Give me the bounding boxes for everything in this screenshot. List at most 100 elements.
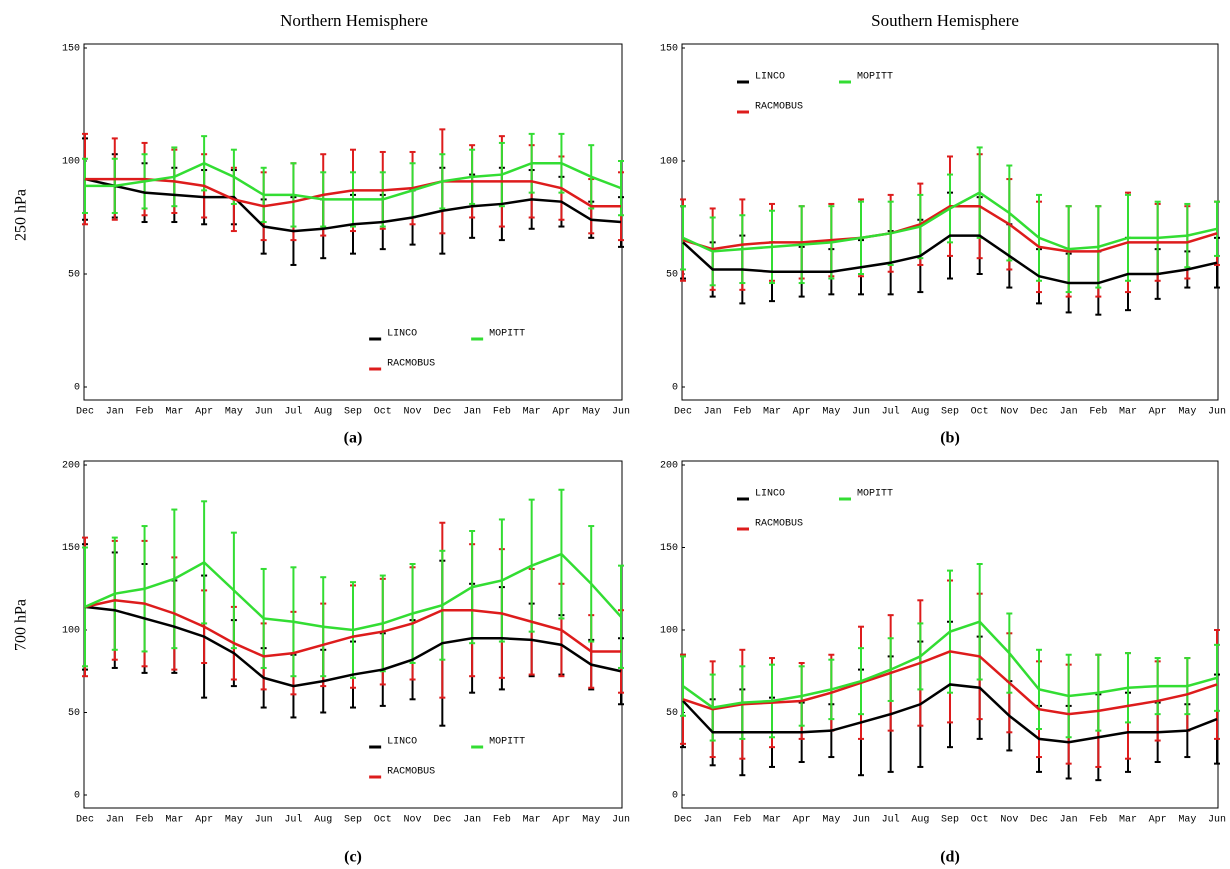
series-line [84, 605, 622, 688]
legend-label: MOPITT [857, 489, 893, 500]
x-tick-label: Dec [1030, 407, 1048, 418]
x-tick-label: Jan [463, 407, 481, 418]
x-tick-label: Feb [493, 406, 511, 418]
series-line [85, 161, 622, 201]
x-tick-label: Jun [852, 815, 870, 826]
x-tick-label: Mar [763, 815, 781, 826]
series-line [682, 620, 1218, 709]
legend-label: LINCO [755, 489, 785, 500]
x-tick-label: Jun [255, 815, 273, 826]
x-tick-label: Jun [255, 407, 273, 418]
x-tick-label: Feb [733, 814, 751, 826]
x-tick-label: Nov [404, 407, 422, 418]
y-tick-label: 50 [666, 708, 678, 719]
y-tick-label: 0 [672, 791, 678, 802]
x-tick-label: Aug [314, 815, 332, 826]
series-line [84, 552, 622, 632]
x-tick-label: May [822, 407, 840, 418]
x-tick-label: May [1178, 407, 1196, 418]
x-tick-label: Jun [612, 815, 630, 826]
legend-label: RACMOBUS [755, 519, 803, 530]
column-title: Southern Hemisphere [871, 11, 1019, 30]
x-tick-label: Apr [195, 407, 213, 418]
x-tick-label: Feb [1089, 406, 1107, 418]
y-tick-label: 150 [660, 543, 678, 554]
x-tick-label: Aug [314, 407, 332, 418]
x-tick-label: Jun [1208, 815, 1226, 826]
x-tick-label: Mar [1119, 407, 1137, 418]
x-tick-label: Sep [941, 815, 959, 826]
legend-label: LINCO [387, 329, 417, 340]
y-tick-label: 50 [68, 708, 80, 719]
series-line [84, 177, 622, 233]
panel-label: (c) [344, 849, 362, 866]
x-tick-label: Jan [704, 407, 722, 418]
x-tick-label: May [225, 407, 243, 418]
x-tick-label: Apr [1149, 815, 1167, 826]
legend-label: LINCO [387, 737, 417, 748]
x-tick-label: Jan [704, 815, 722, 826]
x-tick-label: Apr [195, 815, 213, 826]
series-line [682, 234, 1218, 285]
column-title: Northern Hemisphere [280, 11, 428, 30]
series-line [84, 599, 621, 658]
x-tick-label: Jan [106, 815, 124, 826]
x-tick-label: Dec [674, 407, 692, 418]
x-tick-label: Sep [941, 407, 959, 418]
y-tick-label: 50 [68, 270, 80, 281]
x-tick-label: Jun [1208, 407, 1226, 418]
x-tick-label: Aug [911, 407, 929, 418]
y-tick-label: 0 [74, 791, 80, 802]
legend-label: MOPITT [489, 737, 525, 748]
x-tick-label: Jul [284, 406, 302, 418]
x-tick-label: Dec [674, 815, 692, 826]
x-tick-label: May [582, 407, 600, 418]
y-tick-label: 150 [660, 44, 678, 55]
x-tick-label: May [1178, 815, 1196, 826]
y-tick-label: 0 [672, 383, 678, 394]
x-tick-label: Feb [493, 814, 511, 826]
x-tick-label: Feb [136, 814, 154, 826]
x-tick-label: Dec [76, 815, 94, 826]
legend-label: RACMOBUS [387, 359, 435, 370]
row-label: 700 hPa [13, 599, 30, 651]
legend-label: LINCO [755, 72, 785, 83]
x-tick-label: May [822, 815, 840, 826]
row-label: 250 hPa [13, 189, 30, 241]
y-tick-label: 100 [62, 157, 80, 168]
legend-label: MOPITT [857, 72, 893, 83]
series-line [682, 191, 1218, 253]
x-tick-label: Sep [344, 815, 362, 826]
error-bar [1214, 200, 1220, 257]
series-line [85, 177, 621, 208]
x-tick-label: Oct [971, 815, 989, 826]
series-line [682, 650, 1218, 716]
panel-label: (d) [940, 849, 960, 866]
y-tick-label: 100 [660, 157, 678, 168]
y-tick-label: 200 [660, 461, 678, 472]
x-tick-label: Apr [552, 407, 570, 418]
series-line [682, 683, 1218, 744]
x-tick-label: Jan [1060, 407, 1078, 418]
x-tick-label: Nov [404, 815, 422, 826]
legend-label: RACMOBUS [755, 102, 803, 113]
x-tick-label: Mar [165, 407, 183, 418]
y-tick-label: 100 [62, 626, 80, 637]
y-tick-label: 150 [62, 543, 80, 554]
x-tick-label: Jun [852, 407, 870, 418]
x-tick-label: Jan [463, 815, 481, 826]
x-tick-label: Apr [793, 815, 811, 826]
x-tick-label: Dec [433, 815, 451, 826]
x-tick-label: Mar [1119, 815, 1137, 826]
y-tick-label: 100 [660, 626, 678, 637]
x-tick-label: May [225, 815, 243, 826]
x-tick-label: Dec [1030, 815, 1048, 826]
x-tick-label: Nov [1000, 407, 1018, 418]
x-tick-label: Jan [1060, 815, 1078, 826]
x-tick-label: Oct [971, 407, 989, 418]
x-tick-label: Dec [433, 407, 451, 418]
x-tick-label: Jan [106, 407, 124, 418]
x-tick-label: Nov [1000, 815, 1018, 826]
legend-label: MOPITT [489, 329, 525, 340]
x-tick-label: Feb [1089, 814, 1107, 826]
